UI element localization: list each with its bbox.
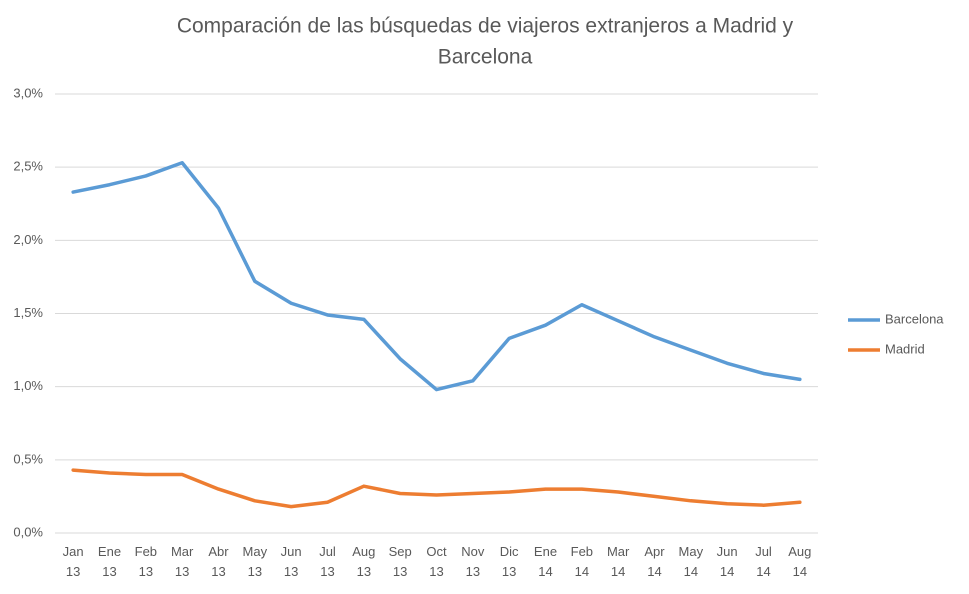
- x-tick-label: May 14: [679, 544, 704, 579]
- series-line: [71, 468, 802, 509]
- x-tick-label: Jun 14: [717, 544, 738, 579]
- y-tick-label: 0,0%: [13, 524, 43, 539]
- x-tick-label: Feb 13: [135, 544, 157, 579]
- x-tick-label: Apr 14: [644, 544, 665, 579]
- x-tick-label: Feb 14: [571, 544, 593, 579]
- x-tick-label: Jul 14: [755, 544, 772, 579]
- y-tick-label: 1,5%: [13, 305, 43, 320]
- x-tick-label: Nov 13: [461, 544, 485, 579]
- x-tick-label: Mar 13: [171, 544, 194, 579]
- y-tick-label: 1,0%: [13, 378, 43, 393]
- legend-label: Barcelona: [885, 311, 944, 326]
- series-line: [71, 161, 802, 392]
- x-tick-label: Aug 14: [788, 544, 811, 579]
- y-tick-label: 0,5%: [13, 451, 43, 466]
- x-tick-label: May 13: [243, 544, 268, 579]
- y-tick-label: 2,5%: [13, 159, 43, 174]
- x-tick-label: Dic 13: [500, 544, 519, 579]
- x-tick-label: Ene 14: [534, 544, 557, 579]
- y-tick-label: 2,0%: [13, 232, 43, 247]
- x-tick-label: Jan 13: [63, 544, 84, 579]
- chart-title: Comparación de las búsquedas de viajeros…: [177, 15, 794, 38]
- y-tick-label: 3,0%: [13, 85, 43, 100]
- x-tick-label: Oct 13: [426, 544, 447, 579]
- x-tick-label: Ene 13: [98, 544, 121, 579]
- x-tick-label: Sep 13: [389, 544, 412, 579]
- x-tick-label: Jul 13: [319, 544, 336, 579]
- x-tick-label: Jun 13: [281, 544, 302, 579]
- legend-label: Madrid: [885, 341, 925, 356]
- x-tick-label: Mar 14: [607, 544, 630, 579]
- x-tick-label: Abr 13: [208, 544, 229, 579]
- chart-title: Barcelona: [438, 46, 533, 69]
- x-tick-label: Aug 13: [352, 544, 375, 579]
